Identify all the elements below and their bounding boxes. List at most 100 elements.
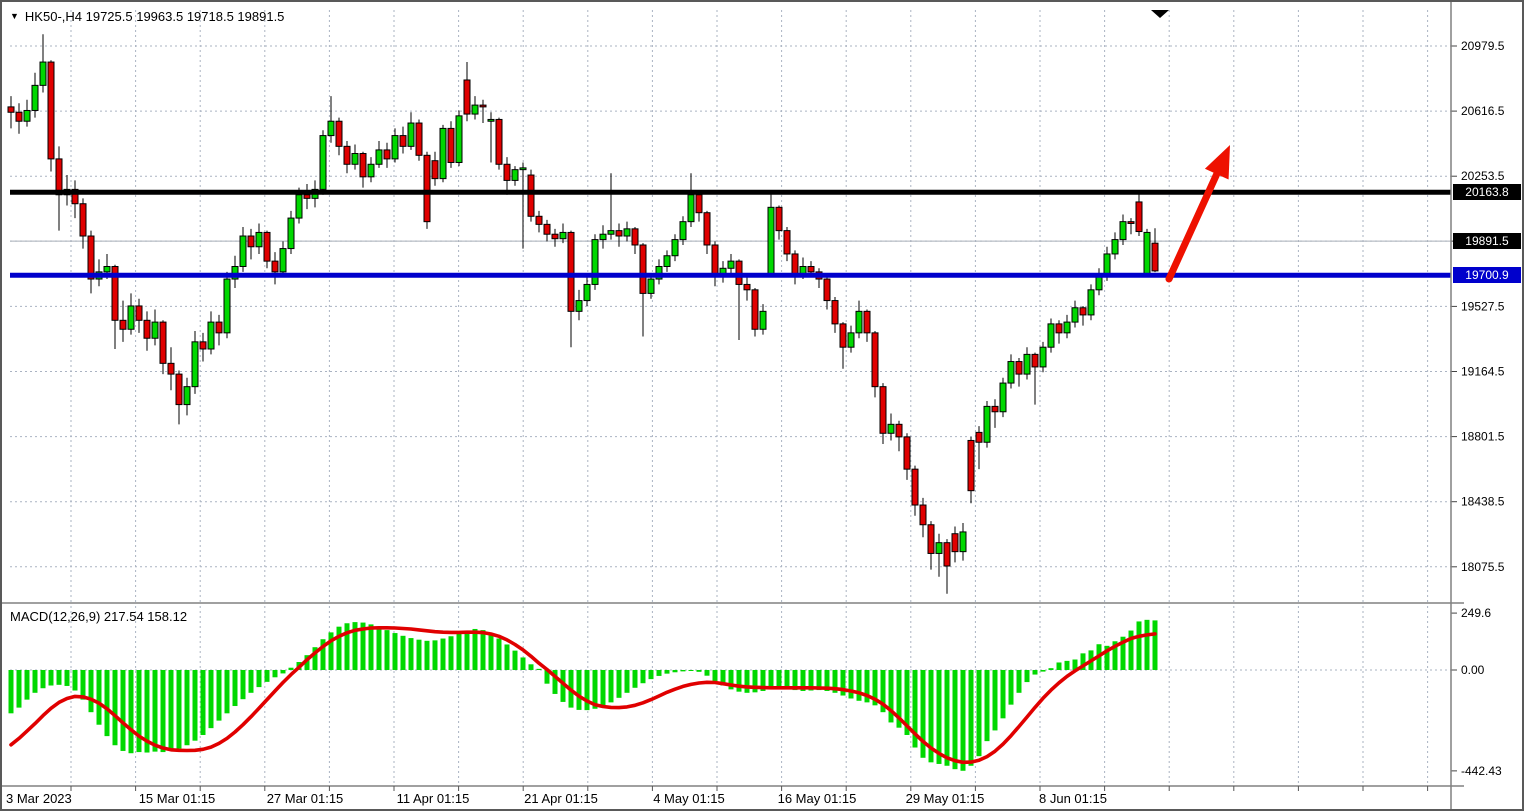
macd-histogram-bar <box>904 670 910 735</box>
bull-candle <box>655 265 663 280</box>
macd-histogram-bar <box>376 627 382 670</box>
macd-histogram-bar <box>912 670 918 748</box>
macd-histogram-bar <box>736 670 742 692</box>
chart-shift-marker-icon <box>1151 10 1169 18</box>
bull-candle <box>375 149 383 165</box>
macd-histogram-bar <box>512 650 518 670</box>
macd-histogram-bar <box>464 630 470 670</box>
macd-histogram-bar <box>224 670 230 714</box>
price-axis-tick: 19164.5 <box>1461 365 1505 379</box>
macd-histogram-bar <box>808 670 814 691</box>
bull-candle <box>103 265 111 273</box>
macd-histogram-bar <box>64 670 70 686</box>
bear-candle <box>543 223 551 235</box>
bear-candle <box>447 127 455 163</box>
macd-histogram-bar <box>160 670 166 753</box>
bull-candle <box>207 321 215 350</box>
bear-candle <box>879 386 887 434</box>
ohlc-values: 19725.5 19963.5 19718.5 19891.5 <box>82 9 285 24</box>
bull-candle <box>471 104 479 115</box>
bear-candle <box>15 111 23 122</box>
macd-histogram-bar <box>248 670 254 693</box>
macd-histogram-bar <box>1064 660 1070 670</box>
macd-axis-tick: 0.00 <box>1461 663 1485 677</box>
bear-candle <box>1127 221 1135 224</box>
bear-candle <box>423 154 431 223</box>
macd-histogram-bar <box>40 670 46 689</box>
macd-histogram-bar <box>1056 662 1062 670</box>
macd-histogram-bar <box>616 670 622 698</box>
bear-candle <box>783 230 791 255</box>
macd-histogram-bar <box>32 670 38 693</box>
macd-histogram-bar <box>704 670 710 676</box>
macd-histogram-bar <box>544 670 550 684</box>
bear-candle <box>7 106 15 113</box>
time-axis-label: 16 May 01:15 <box>778 791 857 806</box>
macd-histogram-bar <box>760 670 766 691</box>
bear-candle <box>551 233 559 240</box>
macd-histogram-bar <box>752 670 758 693</box>
time-axis-label: 3 Mar 2023 <box>6 791 72 806</box>
bear-candle <box>503 163 511 181</box>
macd-histogram-bar <box>816 670 822 691</box>
bull-candle <box>1087 289 1095 316</box>
bull-candle <box>855 310 863 334</box>
macd-histogram-bar <box>952 670 958 770</box>
bear-candle <box>215 321 223 334</box>
macd-histogram-bar <box>192 670 198 741</box>
macd-histogram-bar <box>784 670 790 689</box>
trend-arrow[interactable] <box>1165 145 1230 283</box>
macd-histogram-bar <box>1016 670 1022 693</box>
macd-histogram-bar <box>24 670 30 700</box>
bear-candle <box>159 321 167 364</box>
bull-candle <box>1119 221 1127 241</box>
macd-histogram-bar <box>984 670 990 742</box>
macd-histogram-bar <box>168 670 174 751</box>
macd-histogram-bar <box>104 670 110 737</box>
bull-candle <box>1023 353 1031 375</box>
bear-candle <box>567 231 575 312</box>
macd-histogram-bar <box>896 670 902 728</box>
bear-candle <box>535 215 543 225</box>
bull-candle <box>1063 321 1071 334</box>
bear-candle <box>343 145 351 165</box>
bear-candle <box>175 373 183 406</box>
macd-histogram-bar <box>440 638 446 670</box>
macd-histogram-bar <box>456 633 462 670</box>
macd-histogram-bar <box>944 670 950 766</box>
bull-candle <box>327 120 335 137</box>
bear-candle <box>167 362 175 375</box>
bear-candle <box>911 468 919 506</box>
bear-candle <box>1135 201 1143 233</box>
macd-histogram-bar <box>264 670 270 682</box>
bull-candle <box>239 235 247 267</box>
macd-histogram-bar <box>720 670 726 686</box>
bear-candle <box>111 265 119 321</box>
bull-candle <box>39 61 47 86</box>
macd-histogram-bar <box>656 670 662 676</box>
bull-candle <box>511 169 519 181</box>
bull-candle <box>407 122 415 147</box>
bull-candle <box>1071 307 1079 323</box>
macd-histogram-bar <box>136 670 142 753</box>
macd-histogram-bar <box>504 644 510 670</box>
bull-candle <box>607 230 615 235</box>
time-axis-label: 8 Jun 01:15 <box>1039 791 1107 806</box>
macd-histogram-bar <box>624 670 630 693</box>
macd-histogram-bar <box>1072 659 1078 670</box>
time-axis-labels: 3 Mar 2023 15 Mar 01:15 27 Mar 01:15 11 Apr… <box>6 786 1429 806</box>
bull-candle <box>487 118 495 122</box>
bear-candle <box>975 431 983 443</box>
bear-candle <box>743 283 751 291</box>
macd-histogram-bar <box>352 622 358 670</box>
macd-histogram-bar <box>600 670 606 707</box>
macd-histogram-bar <box>432 640 438 670</box>
price-axis-tick: 20979.5 <box>1461 39 1505 53</box>
macd-histogram-bar <box>664 670 670 674</box>
macd-histogram-bar <box>824 670 830 691</box>
symbol-dropdown-icon[interactable]: ▼ <box>10 11 19 21</box>
bull-candle <box>127 305 135 330</box>
price-axis-tick: 18075.5 <box>1461 560 1505 574</box>
macd-histogram-bar <box>1144 619 1150 670</box>
bull-candle <box>367 163 375 178</box>
